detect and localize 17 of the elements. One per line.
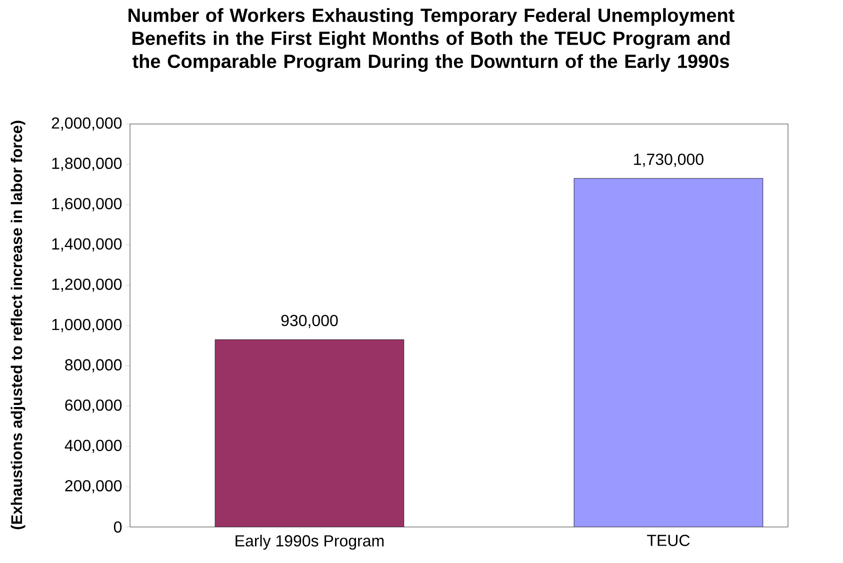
y-tick-label: 200,000: [65, 480, 122, 494]
y-tick-label: 1,800,000: [52, 158, 122, 171]
y-tick-label: 1,200,000: [52, 278, 122, 292]
y-tick-label: 0: [114, 521, 122, 533]
y-tick-label: 800,000: [65, 359, 122, 372]
y-tick-label: 1,000,000: [52, 318, 122, 332]
y-tick-label: 1,600,000: [52, 198, 122, 212]
y-tick-label: 1,400,000: [52, 238, 122, 252]
chart-title: Number of Workers Exhausting Temporary Federal Unemployment Benefits in the First Eight Months of Both the TEUC Program and the Comparable Program During the Downturn of the Early 1990s: [128, 8, 734, 72]
y-tick-label: 2,000,000: [52, 117, 122, 131]
x-tick-label: Early 1990s Program: [236, 534, 384, 550]
data-label: 1,730,000: [634, 154, 704, 167]
y-axis-title: (Exhaustions adjusted to reflect increase in labor force): [10, 120, 26, 530]
y-tick-label: 600,000: [65, 399, 122, 413]
y-tick-label: 400,000: [64, 440, 122, 453]
data-label: 930,000: [281, 314, 338, 328]
x-tick-label: TEUC: [647, 534, 690, 546]
